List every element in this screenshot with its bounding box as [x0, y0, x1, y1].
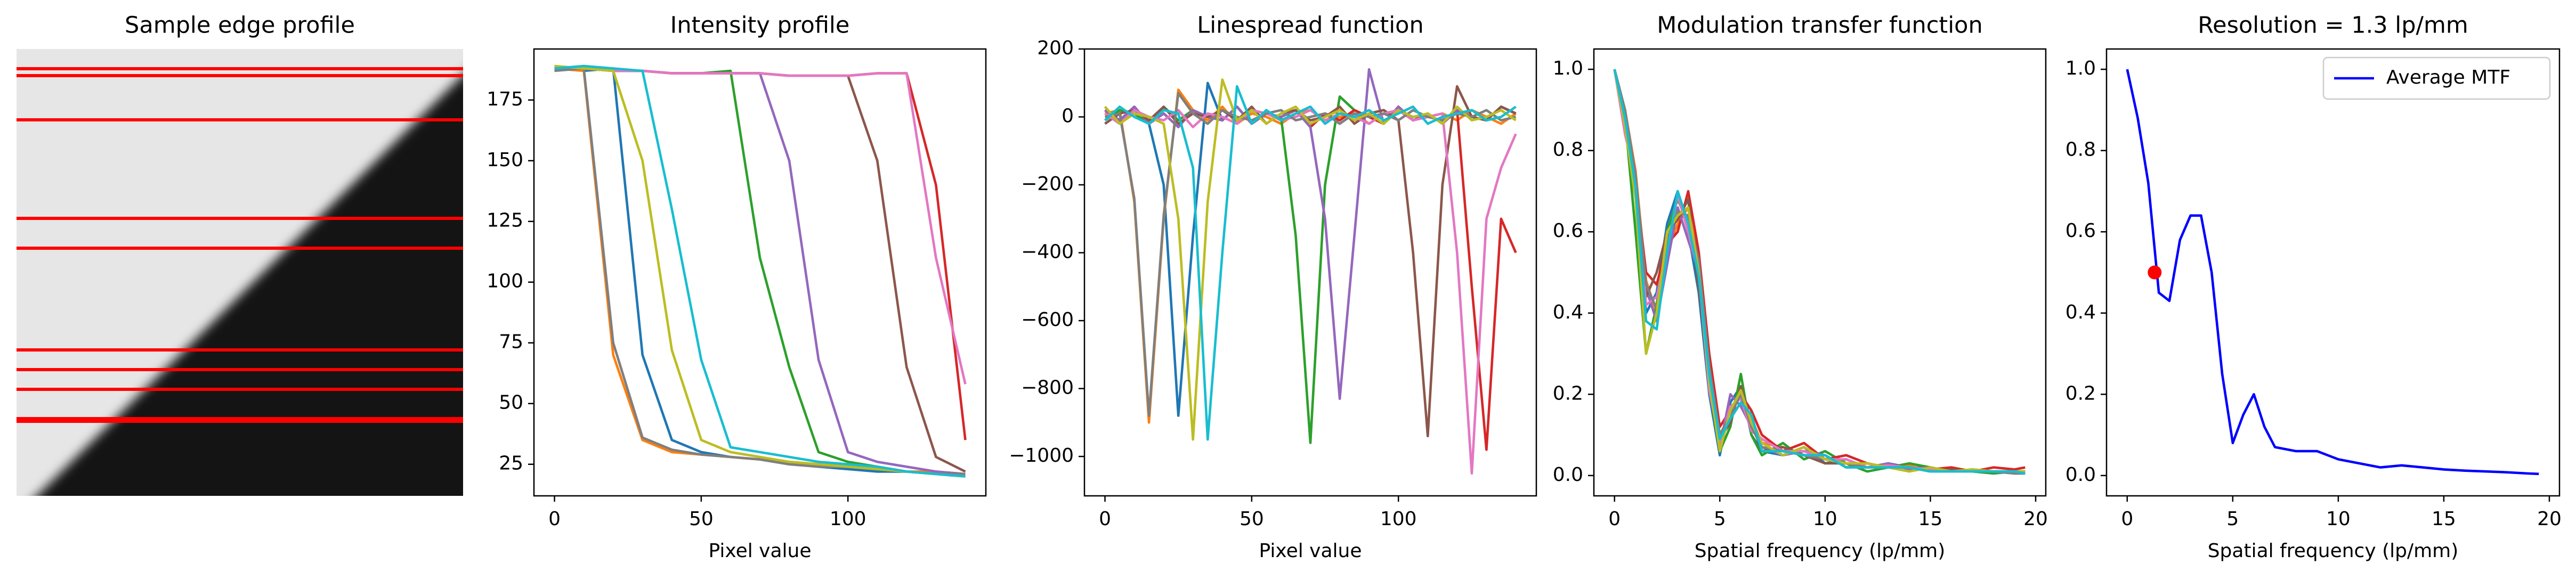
series-line — [554, 67, 966, 478]
legend-label: Average MTF — [2386, 67, 2510, 88]
axes-frame — [1083, 48, 1537, 497]
y-tick-label: 1.0 — [2065, 58, 2096, 79]
series-line — [1613, 69, 2026, 475]
series-line — [1613, 69, 2026, 473]
series-line — [2126, 69, 2539, 476]
y-tick-label: −200 — [1021, 173, 1074, 195]
y-tick-label: −800 — [1021, 377, 1074, 399]
series-line — [1613, 69, 2026, 475]
x-axis-label: Spatial frequency (lp/mm) — [2208, 540, 2459, 562]
y-tick-label: 150 — [487, 149, 523, 171]
point-marker — [2148, 265, 2162, 280]
x-tick-label: 0 — [2121, 508, 2133, 530]
x-tick-label: 0 — [548, 508, 561, 530]
series-line — [1613, 69, 2026, 475]
y-tick-label: −400 — [1021, 241, 1074, 263]
series-line — [554, 67, 966, 473]
series-line — [1104, 105, 1517, 451]
series-line — [1104, 78, 1517, 441]
panel-title: Sample edge profile — [125, 12, 355, 39]
x-axis-label: Spatial frequency (lp/mm) — [1695, 540, 1946, 562]
x-tick-label: 10 — [1813, 508, 1837, 530]
x-tick-label: 5 — [1714, 508, 1726, 530]
y-tick-label: −1000 — [1009, 445, 1074, 467]
x-tick-label: 20 — [2537, 508, 2562, 530]
series-line — [554, 67, 966, 476]
y-tick-label: 0.8 — [1553, 139, 1583, 161]
y-tick-label: 0.0 — [2065, 464, 2096, 486]
y-tick-label: 200 — [1037, 37, 1074, 59]
x-tick-label: 10 — [2326, 508, 2351, 530]
x-tick-label: 100 — [830, 508, 866, 530]
y-tick-label: 0.8 — [2065, 139, 2096, 161]
y-tick-label: −600 — [1021, 309, 1074, 331]
x-tick-label: 50 — [689, 508, 714, 530]
y-tick-label: 50 — [499, 392, 523, 414]
series-line — [554, 67, 966, 476]
series-line — [1613, 69, 2026, 475]
y-tick-label: 0.4 — [1553, 301, 1583, 323]
x-tick-label: 15 — [2432, 508, 2456, 530]
series-line — [1613, 69, 2026, 475]
panel-title: Linespread function — [1197, 12, 1423, 39]
y-tick-label: 0.6 — [2065, 220, 2096, 242]
image-light — [17, 49, 463, 496]
x-tick-label: 0 — [1099, 508, 1111, 530]
x-tick-label: 20 — [2023, 508, 2048, 530]
y-tick-label: 0.2 — [2065, 382, 2096, 404]
y-tick-label: 75 — [499, 331, 523, 353]
series-line — [554, 64, 966, 478]
series-line — [554, 67, 966, 476]
y-tick-label: 0 — [1062, 105, 1074, 127]
series-line — [1613, 69, 2026, 473]
series-line — [1613, 69, 2026, 473]
series-line — [554, 67, 966, 478]
series-line — [554, 67, 967, 385]
legend-box — [2322, 56, 2551, 100]
series-line — [1104, 109, 1517, 475]
series-line — [1613, 69, 2026, 475]
y-tick-label: 175 — [487, 88, 523, 110]
axes-frame — [533, 48, 987, 497]
y-tick-label: 1.0 — [1553, 58, 1583, 79]
x-tick-label: 100 — [1380, 508, 1417, 530]
x-tick-label: 50 — [1240, 508, 1264, 530]
x-tick-label: 0 — [1608, 508, 1621, 530]
y-tick-label: 0.2 — [1553, 382, 1583, 404]
series-line — [1613, 69, 2026, 473]
panel-title: Modulation transfer function — [1657, 12, 1982, 39]
panel-title: Intensity profile — [670, 12, 850, 39]
x-tick-label: 15 — [1918, 508, 1943, 530]
axes-frame — [2105, 48, 2561, 497]
series-line — [1104, 85, 1517, 441]
y-tick-label: 125 — [487, 210, 523, 232]
y-tick-label: 0.0 — [1553, 464, 1583, 486]
axes-frame — [1593, 48, 2047, 497]
edge-image — [17, 49, 463, 496]
y-tick-label: 100 — [487, 271, 523, 292]
y-tick-label: 25 — [499, 453, 523, 475]
sample-rows — [17, 67, 463, 423]
x-axis-label: Pixel value — [1259, 540, 1362, 562]
panel-title: Resolution = 1.3 lp/mm — [2198, 12, 2468, 39]
series-line — [554, 64, 966, 478]
x-tick-label: 5 — [2226, 508, 2239, 530]
x-axis-label: Pixel value — [708, 540, 811, 562]
y-tick-label: 0.6 — [1553, 220, 1583, 242]
y-tick-label: 0.4 — [2065, 301, 2096, 323]
